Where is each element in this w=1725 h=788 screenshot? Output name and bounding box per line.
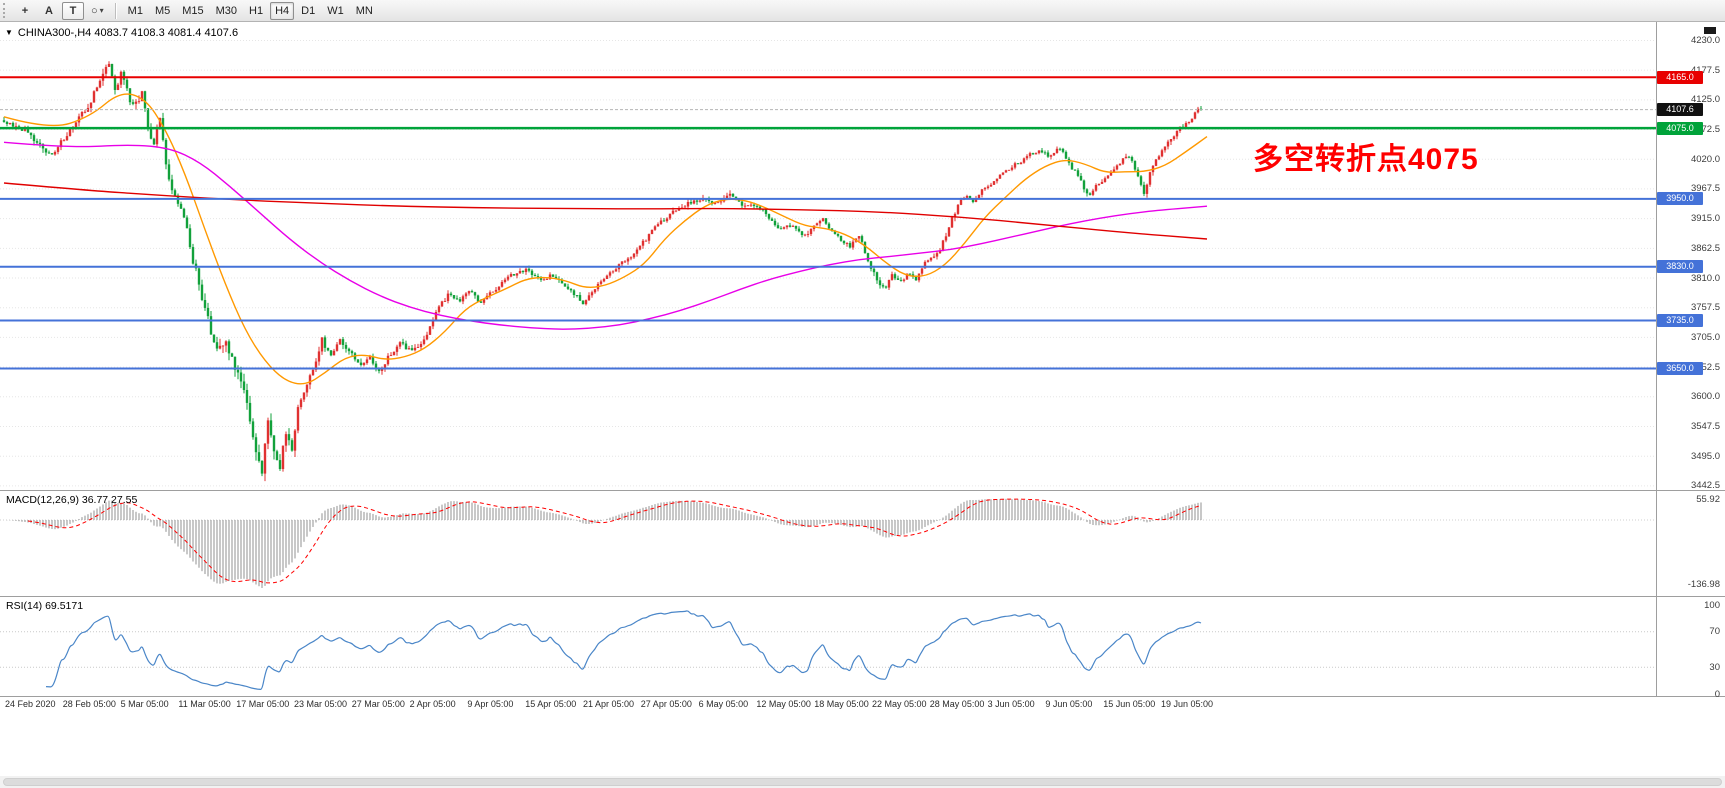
top-toolbar: + A T ○ ▾ M1 M5 M15 M30 H1 H4 D1 W1 MN [0, 0, 1725, 22]
text-label-icon: A [45, 4, 53, 17]
timeframe-button-m5[interactable]: M5 [150, 2, 175, 20]
text-label-tool-button[interactable]: A [38, 2, 60, 20]
timeframes-group: M1 M5 M15 M30 H1 H4 D1 W1 MN [122, 1, 379, 20]
timeframe-button-h1[interactable]: H1 [244, 2, 268, 20]
toolbar-grip[interactable] [3, 3, 9, 18]
rsi-line [45, 610, 1202, 690]
price-tag-3950.0[interactable]: 3950.0 [1657, 192, 1703, 206]
current-price-tag[interactable]: 4107.6 [1657, 103, 1703, 117]
price-tag-4075.0[interactable]: 4075.0 [1657, 121, 1703, 135]
price-tag-3830.0[interactable]: 3830.0 [1657, 260, 1703, 274]
shapes-tool-button[interactable]: ○ ▾ [86, 2, 109, 20]
toolbar-separator [114, 2, 117, 19]
ma-fast-line [3, 93, 1208, 385]
dropdown-arrow-icon: ▾ [99, 6, 104, 15]
horizontal-scrollbar[interactable] [0, 776, 1725, 788]
timeframe-button-m1[interactable]: M1 [123, 2, 148, 20]
level-lines [0, 76, 1656, 370]
drawing-tools-group: + A T ○ ▾ [13, 1, 110, 20]
scrollbar-thumb[interactable] [3, 778, 1722, 786]
timeframe-button-m15[interactable]: M15 [177, 2, 208, 20]
chart-area: ▼ CHINA300-,H4 4083.7 4108.3 4081.4 4107.… [0, 22, 1725, 788]
price-tag-3735.0[interactable]: 3735.0 [1657, 313, 1703, 327]
cursor-icon: + [21, 4, 29, 17]
panel-dividers [0, 22, 1725, 698]
timeframe-button-mn[interactable]: MN [351, 2, 378, 20]
timeframe-button-w1[interactable]: W1 [322, 2, 349, 20]
grid-lines [0, 39, 1656, 487]
price-tag-4165.0[interactable]: 4165.0 [1657, 70, 1703, 84]
ma-medium-line [3, 141, 1208, 330]
annotation-text[interactable]: 多空转折点4075 [1253, 143, 1479, 176]
timeframe-button-d1[interactable]: D1 [296, 2, 320, 20]
timeframe-button-h4[interactable]: H4 [270, 1, 295, 20]
text-box-icon: T [69, 4, 77, 17]
timeframe-button-m30[interactable]: M30 [211, 2, 242, 20]
text-box-tool-button[interactable]: T [62, 1, 84, 20]
macd-signal-line [27, 498, 1202, 584]
macd-histogram [6, 498, 1202, 588]
price-tag-3650.0[interactable]: 3650.0 [1657, 362, 1703, 376]
candles-series [2, 61, 1203, 482]
cursor-tool-button[interactable]: + [14, 2, 36, 20]
shapes-icon: ○ [91, 4, 98, 17]
